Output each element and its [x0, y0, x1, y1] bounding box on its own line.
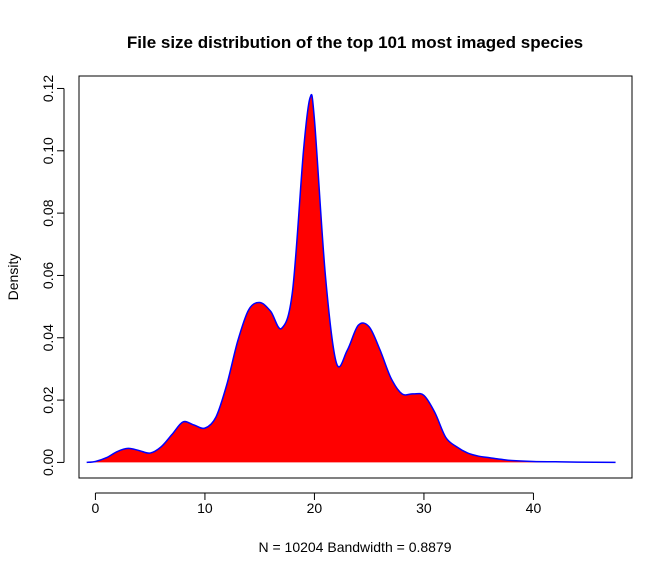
x-axis: 0 10 20 30 40 — [92, 492, 542, 516]
chart-title: File size distribution of the top 101 mo… — [127, 33, 583, 52]
density-curve-line — [86, 93, 616, 464]
x-tick-label: 10 — [197, 500, 213, 516]
x-tick-label: 30 — [416, 500, 432, 516]
y-tick-label: 0.06 — [40, 262, 56, 289]
x-axis-label: N = 10204 Bandwidth = 0.8879 — [258, 539, 451, 555]
y-tick-label: 0.04 — [40, 324, 56, 351]
y-tick-label: 0.08 — [40, 199, 56, 226]
y-axis: 0.00 0.02 0.04 0.06 0.08 0.10 0.12 — [40, 75, 65, 476]
y-axis-label: Density — [5, 254, 21, 301]
density-area-fill — [86, 94, 616, 463]
x-tick-label: 40 — [526, 500, 542, 516]
y-tick-label: 0.10 — [40, 137, 56, 164]
plot-frame — [78, 75, 633, 479]
y-tick-label: 0.12 — [40, 75, 56, 102]
y-tick-label: 0.02 — [40, 386, 56, 413]
y-tick-label: 0.00 — [40, 449, 56, 476]
x-tick-label: 0 — [92, 500, 100, 516]
x-tick-label: 20 — [307, 500, 323, 516]
plot-area — [86, 93, 616, 464]
